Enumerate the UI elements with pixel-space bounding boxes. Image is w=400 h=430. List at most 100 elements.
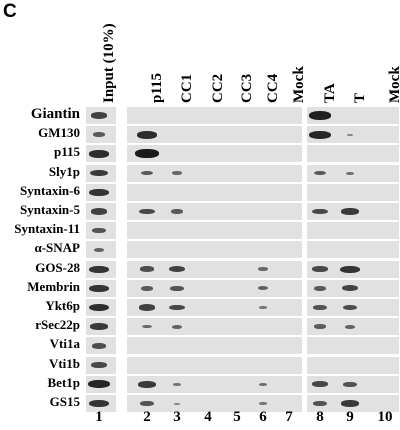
protein-band [168, 265, 186, 273]
lane-number: 5 [233, 409, 241, 425]
blot-strip [307, 241, 399, 259]
blot-strip [127, 145, 302, 163]
lane-number: 9 [346, 409, 354, 425]
protein-band [345, 171, 355, 175]
protein-band [88, 380, 110, 389]
protein-band [90, 208, 108, 215]
blot-strip [307, 222, 399, 240]
protein-band [142, 324, 152, 329]
protein-band [88, 150, 110, 158]
protein-band [90, 169, 108, 177]
protein-row-label: GS15 [49, 394, 80, 409]
column-header-lane: p115 [149, 72, 165, 103]
blot-strip [127, 356, 302, 374]
protein-row-label: Vti1a [49, 336, 80, 352]
protein-band [90, 112, 108, 119]
blot-strip [307, 107, 399, 124]
protein-row-label: rSec22p [35, 317, 80, 333]
protein-band [312, 381, 328, 388]
protein-band [171, 324, 183, 329]
protein-row-label: GOS-28 [35, 259, 80, 275]
protein-band [347, 133, 353, 136]
protein-band [93, 247, 105, 252]
protein-band [89, 188, 109, 196]
blot-strip [307, 145, 399, 163]
column-header-lane: Mock [387, 66, 400, 103]
protein-band [141, 170, 153, 176]
lane-number: 4 [204, 409, 212, 425]
protein-band [309, 130, 331, 139]
protein-band [135, 149, 159, 159]
protein-band [93, 132, 105, 137]
protein-row-label: Syntaxin-5 [20, 202, 80, 217]
blot-strip [127, 126, 302, 144]
lane-number: 6 [259, 409, 267, 425]
protein-band [308, 111, 332, 120]
protein-band [341, 400, 359, 407]
protein-band [141, 286, 153, 291]
blot-strip [127, 222, 302, 240]
lane-number: 1 [95, 409, 103, 425]
protein-row-label: Ykt6p [45, 298, 80, 313]
protein-band [136, 130, 158, 139]
protein-band [90, 323, 108, 331]
protein-band [343, 381, 357, 387]
column-header-lane: CC3 [239, 73, 255, 103]
protein-band [88, 303, 110, 312]
column-header-lane: CC1 [179, 73, 195, 103]
protein-band [258, 382, 268, 386]
column-header-lane: CC2 [210, 73, 226, 103]
protein-band [313, 401, 327, 406]
protein-band [92, 228, 106, 234]
blot-strip [127, 260, 302, 278]
protein-row-label: Syntaxin-11 [14, 221, 80, 237]
protein-row-label: Giantin [30, 106, 80, 122]
protein-band [174, 402, 180, 405]
protein-band [138, 304, 156, 311]
protein-band [258, 267, 268, 271]
blot-strip [127, 375, 302, 393]
protein-band [169, 304, 185, 311]
protein-band [344, 324, 356, 329]
protein-row-label: Sly1p [48, 163, 80, 179]
blot-strip [127, 337, 302, 355]
protein-band [259, 402, 267, 405]
column-header-lane: T [352, 92, 368, 103]
protein-band [312, 266, 328, 273]
protein-band [259, 306, 267, 309]
protein-band [314, 324, 326, 329]
lane-number: 7 [285, 409, 293, 425]
protein-row-label: Syntaxin-6 [20, 182, 80, 198]
protein-band [173, 382, 181, 386]
protein-band [342, 304, 358, 311]
protein-band [140, 401, 154, 406]
protein-row-label: GM130 [38, 125, 80, 141]
protein-row-label: p115 [53, 144, 80, 160]
protein-band [139, 266, 155, 272]
protein-band [171, 209, 183, 214]
protein-band [89, 399, 109, 408]
protein-row-label: α-SNAP [34, 240, 80, 256]
protein-band [314, 286, 326, 291]
panel-letter: C [3, 1, 17, 22]
blot-strip [127, 241, 302, 259]
column-header-input: Input (10%) [101, 23, 117, 103]
protein-band [89, 284, 109, 292]
protein-row-label: Bet1p [47, 374, 81, 390]
lane-number: 8 [316, 409, 324, 425]
protein-band [314, 170, 326, 176]
protein-band [313, 305, 327, 310]
protein-row-label: Membrin [27, 278, 80, 294]
blot-strip [127, 279, 302, 297]
blot-strip [127, 299, 302, 316]
blot-strip [307, 183, 399, 201]
lane-number: 10 [377, 409, 393, 425]
blot-strip [307, 337, 399, 355]
blot-strip [127, 107, 302, 124]
lane-number: 2 [143, 409, 151, 425]
protein-band [138, 380, 156, 388]
protein-band [170, 285, 184, 291]
column-header-lane: TA [322, 83, 338, 103]
column-header-lane: CC4 [265, 73, 281, 103]
